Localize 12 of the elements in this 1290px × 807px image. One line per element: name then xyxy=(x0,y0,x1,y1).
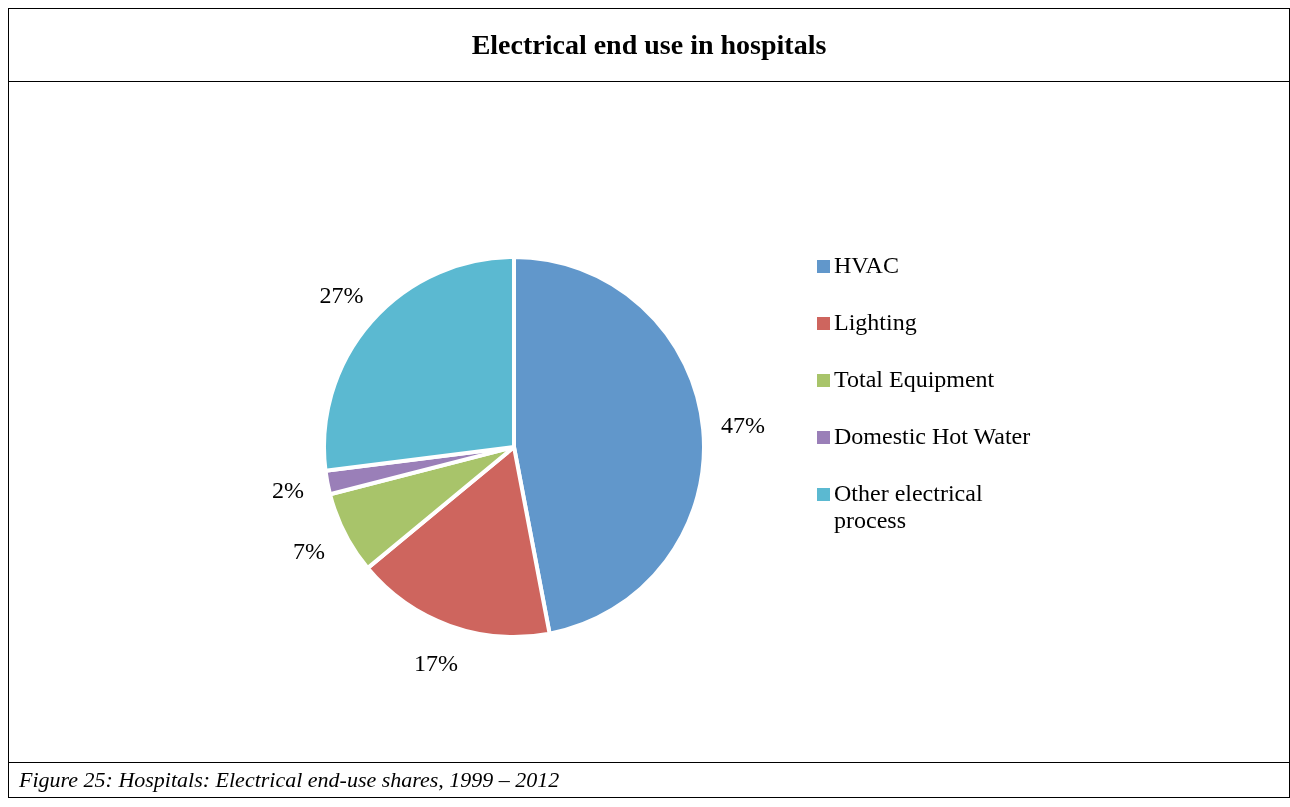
legend-label: Other electrical process xyxy=(834,480,984,534)
data-label: 2% xyxy=(272,477,305,504)
chart-title: Electrical end use in hospitals xyxy=(9,9,1289,82)
legend-label: HVAC xyxy=(834,252,899,279)
data-label: 27% xyxy=(319,281,364,308)
legend-label: Total Equipment xyxy=(834,366,995,393)
caption: Figure 25: Hospitals: Electrical end-use shares, 1999 – 2012 xyxy=(9,762,1289,797)
data-label: 47% xyxy=(720,412,765,439)
data-label: 17% xyxy=(414,650,459,677)
legend-label: Lighting xyxy=(834,309,917,336)
data-label: 7% xyxy=(293,538,326,565)
legend-label: Domestic Hot Water xyxy=(834,423,1031,450)
